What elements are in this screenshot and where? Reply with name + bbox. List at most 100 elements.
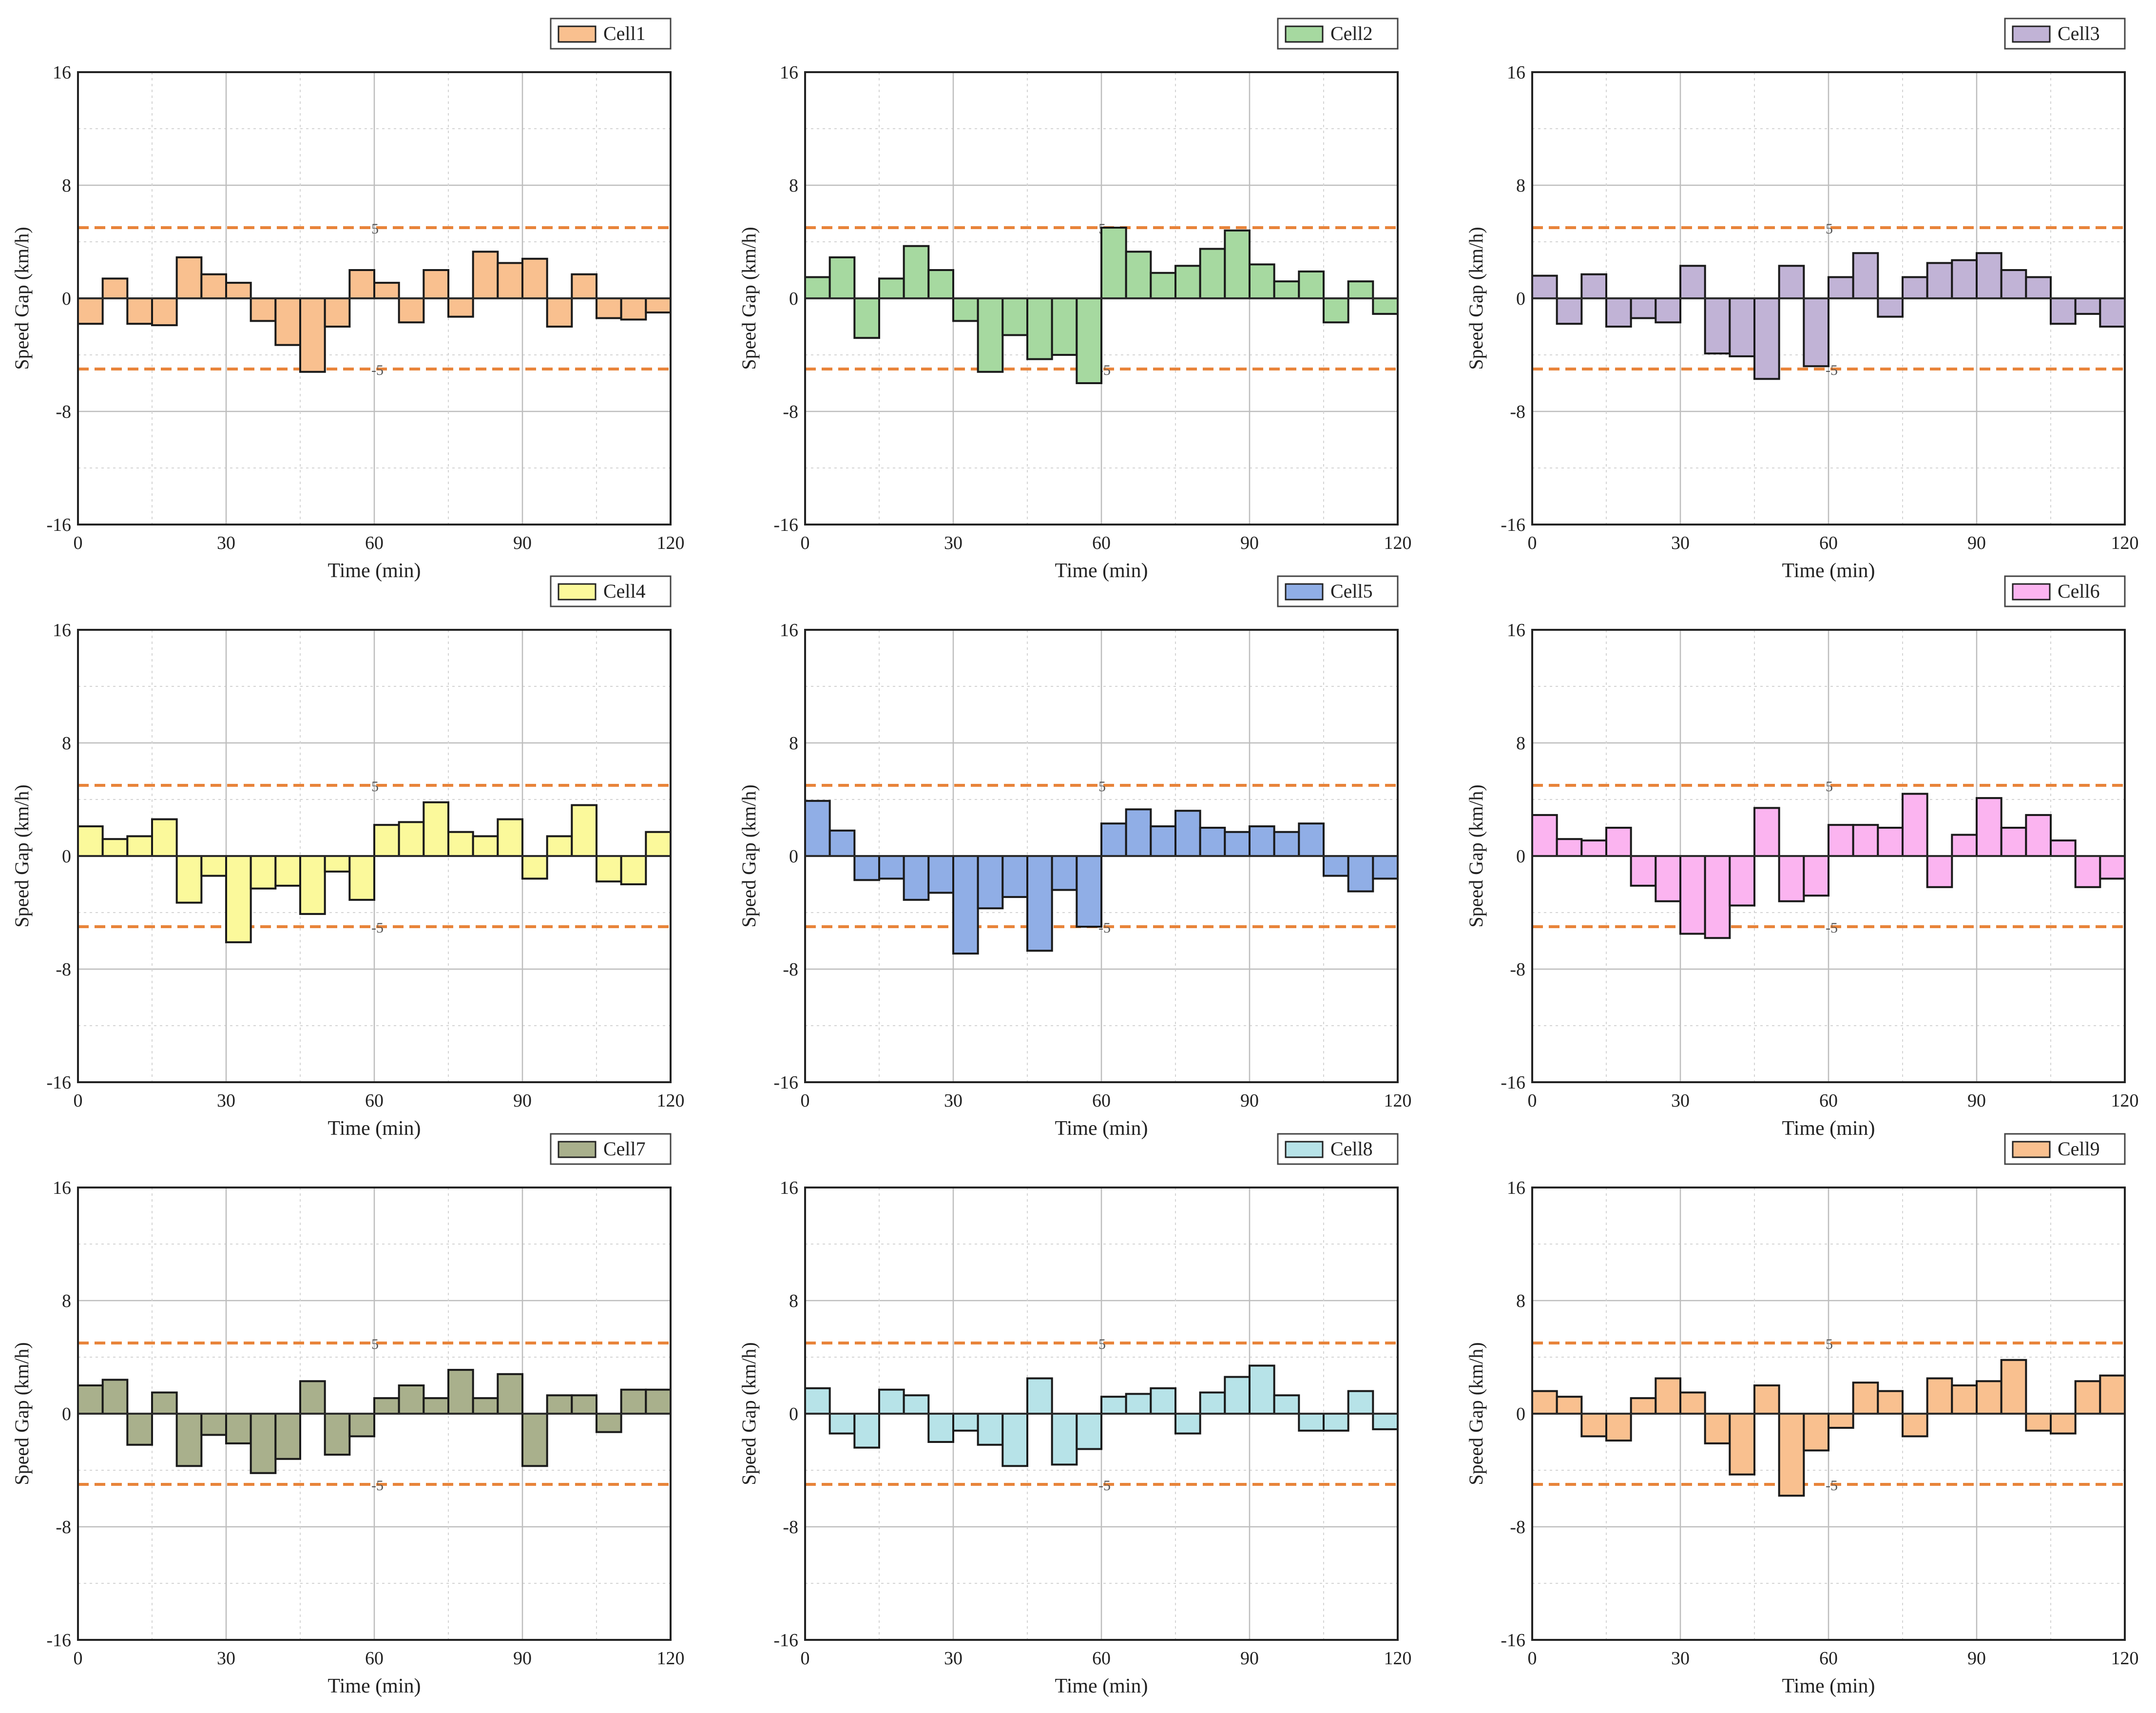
bar: [1224, 831, 1251, 857]
y-tick-label: -8: [783, 402, 798, 422]
y-axis-label: Speed Gap (km/h): [11, 784, 33, 927]
y-tick-label: -16: [773, 515, 798, 535]
bar: [1026, 1377, 1053, 1415]
bar: [373, 824, 400, 857]
bar: [1679, 265, 1706, 299]
legend-swatch: [2012, 583, 2051, 601]
panel-cell7: 5 -5 -16 -8 0 8 16 0 30 60 90 120 Time (min) Speed Ga…: [11, 1133, 685, 1697]
bar: [1323, 297, 1349, 324]
bar: [521, 257, 548, 299]
bar: [1051, 1413, 1078, 1466]
threshold-label-upper: 5: [1098, 1336, 1106, 1352]
bar: [1100, 227, 1127, 299]
y-tick-label: 0: [1516, 289, 1525, 309]
bars: [1531, 1359, 2126, 1497]
threshold-label-lower: -5: [1826, 920, 1838, 936]
bar: [1828, 276, 1854, 299]
y-tick-label: -16: [46, 515, 71, 535]
x-tick-label: 90: [1240, 1090, 1259, 1111]
y-tick-label: -16: [1501, 515, 1525, 535]
threshold-label-lower: -5: [1826, 1478, 1838, 1494]
x-tick-label: 120: [657, 1090, 685, 1111]
bar: [1556, 297, 1583, 325]
bar: [1531, 1390, 1558, 1415]
bar: [927, 855, 955, 894]
bar: [447, 297, 474, 318]
bars: [1531, 793, 2126, 939]
legend-frame: [1277, 18, 1399, 50]
bar: [77, 1384, 104, 1415]
bar: [175, 256, 203, 300]
bar: [472, 1397, 499, 1415]
bar: [1679, 1391, 1706, 1415]
bar: [497, 818, 523, 857]
bar: [1976, 797, 2002, 857]
bar: [1828, 1413, 1854, 1429]
bar: [1828, 824, 1854, 857]
plot-frame: [804, 629, 1399, 1083]
x-tick-label: 30: [217, 1648, 235, 1669]
x-tick-label: 90: [513, 1648, 532, 1669]
x-tick-label: 0: [1528, 1648, 1537, 1669]
x-tick-label: 120: [657, 1648, 685, 1669]
bar: [1605, 1413, 1632, 1442]
bar: [126, 297, 154, 325]
y-axis-label: Speed Gap (km/h): [738, 784, 760, 927]
bar: [1926, 262, 1953, 299]
bar: [250, 297, 277, 322]
bar: [1976, 252, 2002, 300]
threshold-label-lower: -5: [371, 920, 384, 936]
bar: [1605, 297, 1632, 328]
y-tick-label: 8: [1516, 733, 1525, 754]
threshold-label-upper: 5: [1826, 779, 1833, 795]
panel-cell4: 5 -5 -16 -8 0 8 16 0 30 60 90 120 Time (min) Speed Ga…: [11, 575, 685, 1140]
bar: [1803, 1413, 1829, 1452]
bar: [398, 1384, 425, 1415]
bar: [1323, 855, 1349, 877]
x-tick-label: 60: [1092, 1648, 1111, 1669]
bar: [1051, 855, 1078, 891]
bar: [1001, 855, 1028, 898]
bar: [1298, 822, 1325, 857]
bar: [596, 855, 622, 883]
x-tick-label: 60: [365, 533, 384, 553]
y-tick-label: -16: [773, 1630, 798, 1651]
bar: [1273, 280, 1300, 300]
legend-swatch: [1285, 583, 1324, 601]
y-tick-label: -8: [1510, 1517, 1525, 1538]
bar: [1076, 297, 1102, 384]
x-tick-label: 90: [1240, 533, 1259, 553]
bar: [423, 1397, 449, 1415]
plot-frame: [804, 71, 1399, 526]
bar: [299, 855, 326, 915]
bar: [521, 1413, 548, 1467]
bar: [977, 855, 1004, 910]
bar: [348, 855, 375, 901]
bar: [200, 855, 228, 877]
bar: [274, 297, 301, 346]
bars: [804, 227, 1399, 384]
bar: [571, 1394, 598, 1415]
bar: [828, 256, 856, 300]
x-tick-label: 120: [2111, 1090, 2139, 1111]
panel-cell9: 5 -5 -16 -8 0 8 16 0 30 60 90 120 Time (min) Speed Ga…: [1465, 1133, 2139, 1697]
bar: [2050, 839, 2077, 857]
x-tick-label: 90: [1967, 1648, 1986, 1669]
x-tick-label: 0: [1528, 1090, 1537, 1111]
x-tick-label: 90: [513, 533, 532, 553]
y-tick-label: 0: [789, 1404, 798, 1424]
bar: [620, 1388, 647, 1415]
bar: [101, 277, 129, 300]
threshold-label-upper: 5: [371, 221, 379, 237]
bar: [2074, 297, 2101, 315]
legend-label: Cell4: [603, 580, 646, 602]
x-tick-label: 0: [74, 1090, 83, 1111]
y-axis-label: Speed Gap (km/h): [1465, 1342, 1487, 1485]
bar: [596, 297, 622, 319]
bar: [1729, 855, 1755, 907]
legend-swatch: [558, 25, 597, 43]
bar: [447, 1369, 474, 1415]
bar: [546, 297, 573, 328]
